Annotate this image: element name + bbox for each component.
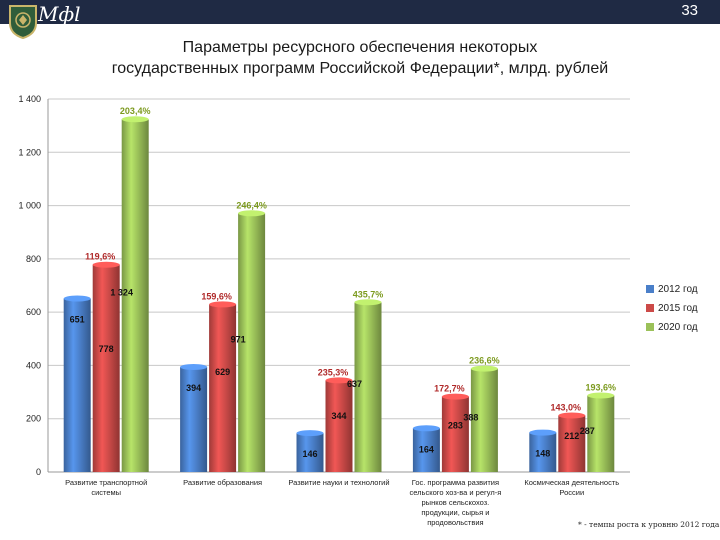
bar xyxy=(63,298,91,472)
bar-top xyxy=(558,412,586,419)
x-tick-label: России xyxy=(559,488,584,497)
bar-top xyxy=(63,295,91,302)
legend-label: 2012 год xyxy=(658,284,698,295)
brand-logo-text: Мфl xyxy=(38,2,81,26)
x-tick-label: продукции, сырья и xyxy=(421,508,489,517)
y-tick-label: 200 xyxy=(26,414,41,424)
x-tick-label: Развитие образования xyxy=(183,478,262,487)
data-label: 637 xyxy=(347,379,362,389)
y-tick-label: 1 200 xyxy=(18,147,41,157)
footnote: * - темпы роста к уровню 2012 года xyxy=(578,520,720,529)
y-tick-label: 0 xyxy=(36,467,41,477)
x-tick-label: Космическая деятельность xyxy=(524,478,619,487)
y-tick-label: 400 xyxy=(26,360,41,370)
data-label: 148 xyxy=(535,449,550,459)
data-label: 388 xyxy=(463,412,478,422)
bar xyxy=(238,213,266,472)
page-title: Параметры ресурсного обеспечения некотор… xyxy=(40,37,680,79)
bar-top xyxy=(209,301,237,308)
legend-swatch xyxy=(646,304,654,312)
bar xyxy=(441,396,469,472)
legend-label: 2020 год xyxy=(658,322,698,333)
header-bar xyxy=(0,0,720,24)
data-label: 283 xyxy=(448,420,463,430)
bar xyxy=(354,302,382,472)
x-tick-label: продовольствия xyxy=(427,518,483,527)
title-line-1: Параметры ресурсного обеспечения некотор… xyxy=(182,39,538,56)
bar-top xyxy=(238,210,266,217)
bar xyxy=(412,428,440,472)
data-label: 212 xyxy=(564,431,579,441)
emblem-icon xyxy=(9,5,37,39)
bar-top xyxy=(470,365,498,372)
data-label: 164 xyxy=(419,444,434,454)
bar xyxy=(558,415,586,472)
growth-label: 143,0% xyxy=(551,403,582,413)
bar-top xyxy=(441,393,469,400)
bar xyxy=(180,367,208,472)
bar xyxy=(209,304,237,472)
x-tick-label: рынков сельскохоз. xyxy=(422,498,490,507)
legend-label: 2015 год xyxy=(658,303,698,314)
data-label: 1 324 xyxy=(110,288,133,298)
data-label: 629 xyxy=(215,367,230,377)
growth-label: 172,7% xyxy=(434,384,465,394)
bar-top xyxy=(92,261,120,268)
x-tick-label: Развитие транспортной xyxy=(65,478,147,487)
bar-top xyxy=(325,377,353,384)
title-line-2: государственных программ Российской Феде… xyxy=(111,60,609,77)
bar-top xyxy=(180,364,208,371)
bar xyxy=(296,433,324,472)
data-label: 146 xyxy=(302,449,317,459)
bar xyxy=(470,368,498,472)
y-tick-label: 600 xyxy=(26,307,41,317)
bar xyxy=(121,119,149,473)
growth-label: 435,7% xyxy=(353,289,384,299)
slide-number: 33 xyxy=(681,2,698,19)
y-tick-label: 1 000 xyxy=(18,201,41,211)
bar-top xyxy=(121,116,149,123)
data-label: 971 xyxy=(231,335,246,345)
x-tick-label: Гос. программа развития xyxy=(412,478,499,487)
bar-top xyxy=(354,299,382,306)
growth-label: 119,6% xyxy=(85,252,115,262)
growth-label: 235,3% xyxy=(318,367,349,377)
x-tick-label: системы xyxy=(91,488,121,497)
data-label: 344 xyxy=(331,411,346,421)
bar xyxy=(587,395,615,472)
growth-label: 203,4% xyxy=(120,106,151,116)
x-tick-label: Развитие науки и технологий xyxy=(288,478,389,487)
bar xyxy=(325,380,353,472)
growth-label: 246,4% xyxy=(236,200,267,210)
data-label: 778 xyxy=(99,344,114,354)
legend-swatch xyxy=(646,323,654,331)
bar-top xyxy=(296,430,324,437)
bar-top xyxy=(529,429,557,436)
data-label: 287 xyxy=(580,426,595,436)
legend-swatch xyxy=(646,285,654,293)
growth-label: 193,6% xyxy=(586,383,617,393)
data-label: 651 xyxy=(70,315,85,325)
y-tick-label: 1 400 xyxy=(18,94,41,104)
bar-top xyxy=(412,425,440,432)
growth-label: 236,6% xyxy=(469,356,500,366)
bar xyxy=(529,432,557,472)
x-tick-label: сельского хоз-ва и регул-я xyxy=(410,488,502,497)
bar-top xyxy=(587,392,615,399)
data-label: 394 xyxy=(186,383,201,393)
bar xyxy=(92,264,120,472)
growth-label: 159,6% xyxy=(201,291,232,301)
y-tick-label: 800 xyxy=(26,254,41,264)
